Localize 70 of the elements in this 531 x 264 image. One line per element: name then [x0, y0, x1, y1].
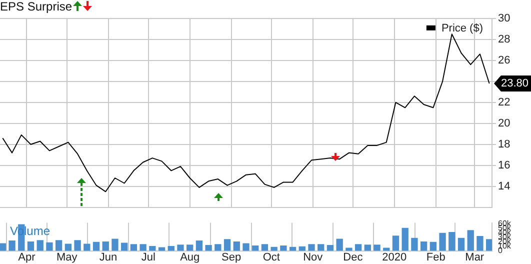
bar [326, 245, 334, 251]
x-tick-label: Feb [426, 251, 446, 264]
x-tick-label: Jul [141, 251, 156, 264]
x-tick-label: Aug [180, 251, 200, 264]
bar [36, 240, 44, 251]
bar [439, 232, 446, 251]
y-tick-label: 28 [498, 33, 510, 46]
bar [46, 242, 53, 251]
bar [270, 246, 278, 251]
bar [233, 241, 240, 251]
bar [486, 239, 492, 251]
chart-title: EPS Surprise [0, 0, 72, 14]
bar [0, 243, 6, 251]
bar [205, 245, 212, 251]
x-tick-label: Jun [99, 251, 118, 264]
bar [196, 240, 203, 251]
bar [364, 244, 371, 251]
x-tick-label: Dec [343, 251, 364, 264]
x-tick-label: Nov [303, 251, 324, 264]
x-tick-label: Mar [465, 251, 484, 264]
bar [252, 246, 259, 251]
text: 23.80 [501, 78, 529, 90]
bar [261, 244, 268, 251]
y-tick-label: 14 [498, 180, 510, 192]
bar [140, 244, 146, 251]
bar [318, 244, 324, 251]
bar [168, 246, 174, 251]
x-tick-label: May [56, 251, 78, 264]
bar [467, 230, 474, 251]
y-tick-label: 18 [498, 138, 510, 150]
bar [430, 242, 437, 251]
bar [242, 243, 250, 251]
bar [402, 228, 408, 251]
bar [112, 238, 118, 251]
bar [177, 244, 184, 251]
bar [214, 244, 222, 251]
y-tick-label: 26 [498, 54, 510, 66]
bar [8, 240, 16, 251]
bar [280, 246, 287, 251]
legend-label: Price ($) [441, 22, 483, 34]
bar [64, 244, 72, 251]
bar [411, 238, 418, 251]
bar [374, 244, 380, 251]
x-tick-label: Apr [18, 251, 36, 264]
y-tick-label: 16 [498, 159, 510, 172]
y-tick-label: 22 [498, 96, 510, 108]
bar [392, 236, 400, 251]
bar [308, 244, 315, 251]
x-tick-label: 2020 [382, 251, 407, 264]
bar [186, 244, 194, 251]
x-tick-label: Sep [222, 251, 242, 264]
bar [476, 236, 484, 251]
bar [74, 240, 81, 251]
bar [121, 242, 128, 251]
bar [420, 241, 428, 251]
y-tick-label: 20 [498, 117, 510, 130]
bar [92, 242, 100, 251]
bar [224, 239, 231, 251]
bar [27, 241, 34, 251]
y-tick-label: 30 [498, 12, 510, 24]
bar [149, 246, 156, 251]
bar [84, 244, 90, 251]
bar [336, 238, 343, 251]
bar [55, 240, 62, 251]
bar [354, 244, 362, 251]
bar [130, 244, 138, 251]
x-tick-label: Oct [262, 251, 280, 264]
bar [102, 241, 109, 251]
bar [448, 232, 456, 251]
bar [458, 238, 465, 251]
